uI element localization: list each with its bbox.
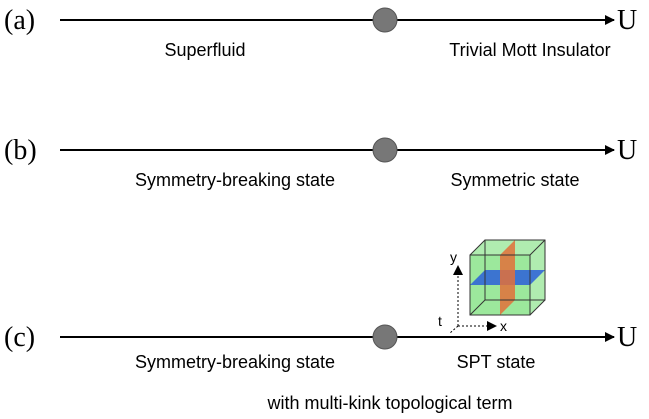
panel-label: (a): [4, 5, 35, 36]
axis-label: U: [617, 5, 637, 36]
phase-label: Trivial Mott Insulator: [449, 40, 610, 60]
phase-label: SPT state: [457, 352, 536, 372]
phase-label: Symmetry-breaking state: [135, 170, 335, 190]
phase-label: Symmetry-breaking state: [135, 352, 335, 372]
cube-axis-label: y: [450, 249, 457, 265]
critical-point: [373, 325, 397, 349]
cube-axis-label: x: [500, 318, 507, 334]
phase-label: Superfluid: [164, 40, 245, 60]
axis-label: U: [617, 135, 637, 166]
critical-point: [373, 138, 397, 162]
panel-label: (b): [4, 135, 37, 166]
phase-label: Symmetric state: [450, 170, 579, 190]
axis-label: U: [617, 322, 637, 353]
panel-label: (c): [4, 322, 35, 353]
cube-icon: y x t: [438, 240, 545, 334]
cube-axis-label: t: [438, 313, 442, 329]
critical-point: [373, 8, 397, 32]
diagram: (a) U Superfluid Trivial Mott Insulator (b) U…: [0, 0, 649, 419]
phase-note: with multi-kink topological term: [266, 393, 512, 413]
